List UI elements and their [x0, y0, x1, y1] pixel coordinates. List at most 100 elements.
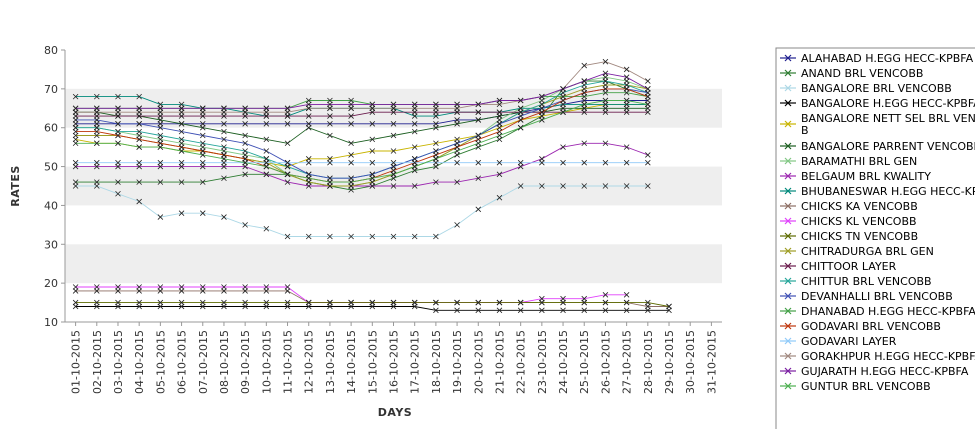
legend-marker [784, 142, 792, 150]
y-tick-label: 70 [44, 83, 58, 96]
data-point [136, 299, 142, 306]
data-point [178, 179, 185, 185]
data-point [539, 183, 545, 189]
legend-item: GODAVARI BRL VENCOBB [780, 320, 941, 333]
x-tick-label: 28-10-2015 [642, 330, 655, 394]
data-point [72, 284, 79, 290]
data-point [136, 284, 142, 290]
legend-box [775, 47, 975, 429]
legend-marker [784, 120, 792, 128]
x-tick-label: 17-10-2015 [409, 330, 422, 394]
legend-label: CHICKS KA VENCOBB [801, 200, 918, 213]
legend-marker [784, 352, 792, 360]
data-point [221, 156, 227, 162]
data-point [496, 121, 503, 127]
data-point [284, 299, 291, 306]
data-point [390, 299, 397, 306]
legend-label: CHITTOOR LAYER [801, 260, 897, 273]
data-point [242, 284, 248, 290]
data-point [348, 152, 354, 158]
data-point [475, 140, 482, 147]
data-point [94, 117, 100, 123]
x-tick-label: 04-10-2015 [133, 330, 146, 394]
data-point [433, 156, 439, 162]
data-point [645, 299, 651, 306]
x-axis: 01-10-2015 02-10-2015 03-10-2015 04-10-2015… [70, 322, 718, 394]
data-point [305, 101, 312, 108]
legend-label: CHITTUR BRL VENCOBB [801, 275, 932, 288]
legend-label: BANGALORE BRL VENCOBB [801, 82, 952, 95]
data-point [496, 97, 503, 104]
data-point [263, 225, 270, 232]
data-point [581, 307, 588, 314]
data-point [157, 284, 164, 290]
data-point [115, 190, 121, 197]
data-point [645, 101, 651, 108]
x-tick-label: 12-10-2015 [303, 330, 316, 394]
x-tick-label: 09-10-2015 [239, 330, 252, 394]
legend-label: ANAND BRL VENCOBB [801, 67, 923, 80]
x-tick-label: 10-10-2015 [260, 330, 273, 394]
data-point [348, 299, 354, 306]
data-point [199, 284, 206, 290]
data-point [517, 97, 524, 104]
legend-item: BANGALORE PARRENT VENCOBB [780, 140, 975, 153]
data-point [433, 140, 439, 147]
data-point [178, 105, 185, 112]
data-point [242, 159, 248, 166]
data-point [517, 117, 524, 123]
data-point [390, 183, 397, 189]
data-point [199, 152, 206, 158]
data-point [411, 128, 418, 135]
data-point [94, 299, 100, 306]
data-point [178, 128, 185, 135]
series-21 [72, 97, 651, 185]
data-point [496, 171, 503, 178]
legend-marker [784, 99, 792, 107]
data-point [475, 175, 482, 182]
legend-marker [784, 54, 792, 62]
legend-marker [784, 307, 792, 315]
legend-label: GUJARATH H.EGG HECC-KPBFA [801, 365, 969, 378]
data-point [178, 121, 185, 127]
data-point [433, 299, 439, 306]
data-point [348, 101, 354, 108]
data-point [242, 299, 248, 306]
data-point [348, 179, 354, 185]
x-tick-label: 23-10-2015 [536, 330, 549, 394]
data-point [433, 307, 439, 314]
series-line [75, 72, 649, 109]
legend-item: GORAKHPUR H.EGG HECC-KPBFA [780, 350, 975, 363]
data-point [263, 299, 270, 306]
data-point [475, 117, 482, 123]
x-tick-label: 21-10-2015 [493, 330, 506, 394]
data-point [454, 179, 460, 185]
data-point [305, 175, 312, 182]
data-point [390, 132, 397, 139]
data-point [263, 136, 270, 143]
data-point [602, 159, 609, 166]
data-point [623, 86, 630, 92]
data-point [115, 121, 121, 127]
data-point [602, 109, 609, 115]
legend-item: GODAVARI LAYER [780, 335, 897, 348]
data-point [390, 148, 397, 154]
legend-marker [784, 187, 792, 195]
data-point [411, 163, 418, 170]
legend-label: DEVANHALLI BRL VENCOBB [801, 290, 953, 303]
legend-marker [784, 172, 792, 180]
data-point [348, 113, 354, 119]
data-point [221, 121, 227, 127]
data-point [475, 307, 482, 314]
data-point [263, 105, 270, 112]
x-tick-label: 07-10-2015 [197, 330, 210, 394]
series-line [75, 306, 669, 311]
data-point [390, 121, 397, 127]
data-point [284, 121, 291, 127]
series-line [75, 88, 648, 179]
data-point [369, 136, 376, 143]
data-point [284, 171, 291, 178]
legend-marker [784, 202, 792, 210]
series-18 [72, 159, 651, 166]
data-point [602, 97, 609, 104]
